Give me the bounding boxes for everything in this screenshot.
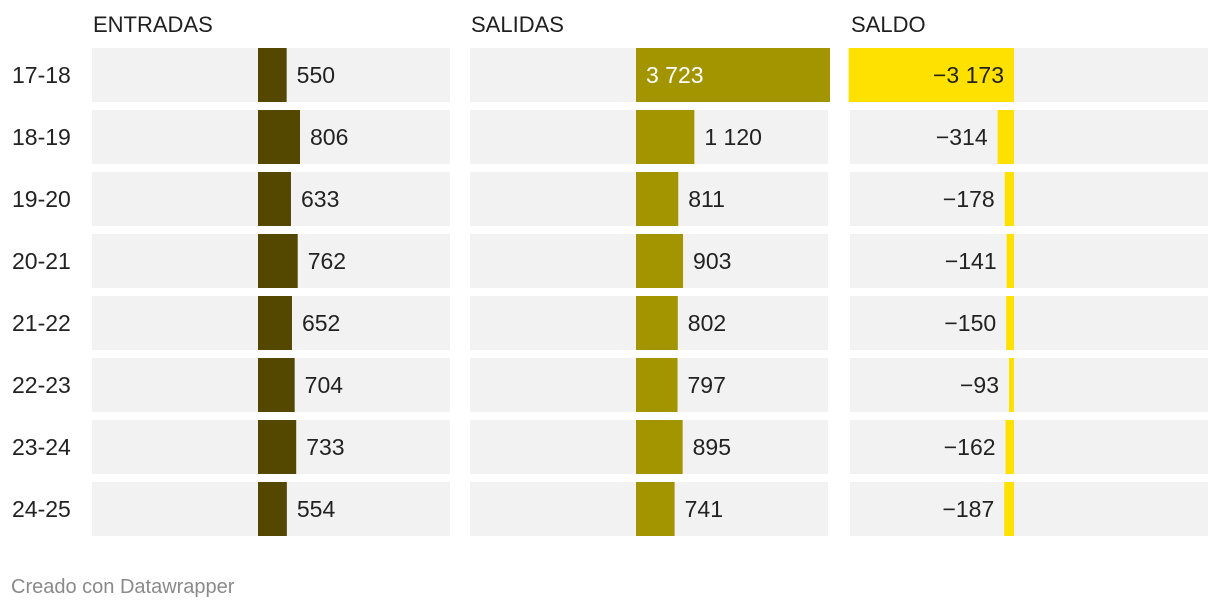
credit-text: Creado con Datawrapper xyxy=(11,576,235,598)
category-label: 19-20 xyxy=(12,186,71,212)
bar-saldo xyxy=(1006,234,1014,288)
value-label-saldo: −178 xyxy=(943,186,995,212)
value-label-entradas: 633 xyxy=(301,186,339,212)
bar-entradas xyxy=(258,110,300,164)
value-label-saldo: −187 xyxy=(942,496,994,522)
category-label: 20-21 xyxy=(12,248,71,274)
value-label-salidas: 802 xyxy=(688,310,726,336)
bar-entradas xyxy=(258,358,295,412)
value-label-saldo: −162 xyxy=(944,434,996,460)
bar-saldo xyxy=(1004,172,1014,226)
bar-saldo xyxy=(1009,358,1014,412)
bar-salidas xyxy=(636,110,695,164)
row-background xyxy=(850,172,1208,226)
bar-entradas xyxy=(258,172,291,226)
category-label: 17-18 xyxy=(12,62,71,88)
row-background xyxy=(850,296,1208,350)
bar-salidas xyxy=(636,48,830,102)
bar-saldo xyxy=(848,48,1014,102)
value-label-entradas: 704 xyxy=(305,372,344,398)
bar-salidas xyxy=(636,172,679,226)
value-label-saldo: −141 xyxy=(945,248,997,274)
value-label-entradas: 762 xyxy=(308,248,346,274)
row-background xyxy=(850,482,1208,536)
column-header-salidas: SALIDAS xyxy=(471,12,564,37)
row-background xyxy=(850,110,1208,164)
bar-entradas xyxy=(258,482,287,536)
value-label-entradas: 554 xyxy=(297,496,336,522)
value-label-entradas: 806 xyxy=(310,124,348,150)
bar-entradas xyxy=(258,48,287,102)
value-label-salidas: 895 xyxy=(693,434,731,460)
category-label: 23-24 xyxy=(12,434,71,460)
value-label-saldo: −150 xyxy=(944,310,996,336)
column-header-entradas: ENTRADAS xyxy=(93,12,213,37)
category-label: 18-19 xyxy=(12,124,71,150)
bar-saldo xyxy=(1004,482,1014,536)
value-label-saldo: −3 173 xyxy=(933,62,1004,88)
row-background xyxy=(850,234,1208,288)
value-label-salidas: 811 xyxy=(688,186,725,212)
value-label-saldo: −93 xyxy=(960,372,999,398)
value-label-saldo: −314 xyxy=(936,124,988,150)
value-label-salidas: 1 120 xyxy=(704,124,762,150)
value-label-salidas: 797 xyxy=(688,372,726,398)
bar-saldo xyxy=(1005,420,1014,474)
bar-saldo xyxy=(1006,296,1014,350)
bar-salidas xyxy=(636,420,683,474)
category-label: 22-23 xyxy=(12,372,71,398)
value-label-entradas: 550 xyxy=(297,62,335,88)
row-background xyxy=(850,420,1208,474)
row-background xyxy=(850,358,1208,412)
bar-salidas xyxy=(636,296,678,350)
value-label-salidas: 741 xyxy=(685,496,723,522)
bar-entradas xyxy=(258,296,292,350)
bar-salidas xyxy=(636,358,678,412)
value-label-entradas: 652 xyxy=(302,310,340,336)
bar-saldo xyxy=(997,110,1014,164)
bar-salidas xyxy=(636,234,684,288)
value-label-entradas: 733 xyxy=(306,434,344,460)
category-label: 24-25 xyxy=(12,496,71,522)
category-label: 21-22 xyxy=(12,310,71,336)
bar-salidas xyxy=(636,482,675,536)
value-label-salidas: 3 723 xyxy=(646,62,704,88)
value-label-salidas: 903 xyxy=(693,248,731,274)
bar-entradas xyxy=(258,234,298,288)
column-header-saldo: SALDO xyxy=(851,12,926,37)
bar-entradas xyxy=(258,420,297,474)
